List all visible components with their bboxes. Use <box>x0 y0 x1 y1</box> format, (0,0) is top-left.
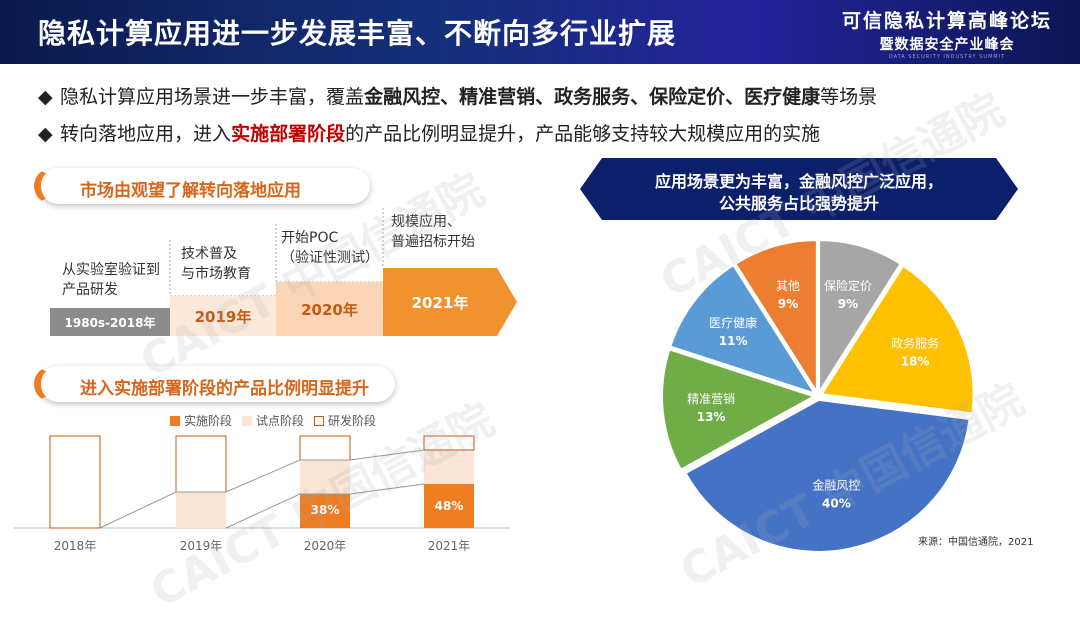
legend-label-pilot: 试点阶段 <box>256 414 305 428</box>
pie-slice-label: 金融风控 <box>812 477 860 492</box>
stage-1-desc-line2: 产品研发 <box>62 282 118 298</box>
bullet-1-prefix: 隐私计算应用场景进一步丰富，覆盖 <box>60 86 365 108</box>
bar-2020-label: 38% <box>311 503 340 517</box>
forum-name: 可信隐私计算高峰论坛 <box>841 10 1052 32</box>
bar-2019-research <box>175 435 227 493</box>
stage-4-desc: 规模应用、 普遍招标开始 <box>391 212 475 252</box>
pie-title-line1: 应用场景更为丰富，金融风控广泛应用， <box>654 172 943 191</box>
pie-slice-value: 18% <box>901 354 930 368</box>
pie-slice <box>669 263 818 396</box>
bar-2021-pilot <box>424 450 474 484</box>
year-label-2020: 2020年 <box>304 539 347 553</box>
stage-3-desc-line1: 开始POC <box>281 230 339 246</box>
year-label-2021: 2021年 <box>428 539 471 553</box>
banner-shape <box>580 158 1018 220</box>
source-note: 来源：中国信通院，2021 <box>918 537 1034 548</box>
pie-slice-value: 11% <box>719 334 748 348</box>
pie-slice-label: 精准营销 <box>687 392 735 406</box>
bar-legend: 实施阶段 试点阶段 研发阶段 <box>170 412 376 429</box>
diamond-bullet-icon: ◆ <box>38 86 53 108</box>
legend-label-research: 研发阶段 <box>328 414 377 428</box>
year-label-2019: 2019年 <box>180 539 223 553</box>
pie-title-banner: 应用场景更为丰富，金融风控广泛应用， 公共服务占比强势提升 <box>580 158 1018 220</box>
pilot-trend-line <box>99 449 425 529</box>
diamond-bullet-icon: ◆ <box>38 123 53 145</box>
section-2-title: 进入实施部署阶段的产品比例明显提升 <box>80 379 369 399</box>
stage-2-period: 2019年 <box>170 296 276 336</box>
stage-1-desc: 从实验室验证到 产品研发 <box>62 260 160 300</box>
section-1-header: 市场由观望了解转向落地应用 <box>34 168 370 204</box>
pie-slice-value: 13% <box>697 410 726 424</box>
legend-swatch-research <box>314 416 325 426</box>
bar-2019-pilot <box>176 492 226 528</box>
stage-4-desc-line1: 规模应用、 <box>391 214 461 230</box>
bullet-1-scenes: 金融风控、精准营销、政务服务、保险定价、医疗健康 <box>364 86 821 108</box>
pie-slice <box>734 239 818 396</box>
implement-trend-line <box>225 483 425 529</box>
pie-slice-value: 40% <box>822 496 851 510</box>
orange-arc-icon <box>34 168 68 204</box>
bullet-2-suffix: 的产品比例明显提升，产品能够支持较大规模应用的实施 <box>345 123 821 145</box>
bar-2021-implement <box>424 484 474 528</box>
legend-swatch-pilot <box>242 416 253 426</box>
legend-research: 研发阶段 <box>314 412 376 429</box>
pie-slice-value: 9% <box>838 297 858 311</box>
legend-pilot: 试点阶段 <box>242 412 304 429</box>
stage-1-period: 1980s-2018年 <box>50 308 170 336</box>
legend-implement: 实施阶段 <box>170 412 232 429</box>
section-1-title: 市场由观望了解转向落地应用 <box>80 181 301 201</box>
legend-swatch-implement <box>170 416 180 426</box>
bar-2021-research <box>423 435 475 451</box>
stage-3-desc-line2: （验证性测试） <box>281 250 379 266</box>
orange-arc-icon <box>34 366 68 402</box>
stage-3-period: 2020年 <box>276 282 383 336</box>
legend-label-implement: 实施阶段 <box>184 414 233 428</box>
pie-slice <box>818 239 902 396</box>
forum-logo: 可信隐私计算高峰论坛 暨数据安全产业峰会 DATA SECURITY INDUS… <box>842 6 1052 60</box>
stage-4-period: 2021年 <box>411 293 469 312</box>
pie-slice-label: 保险定价 <box>824 278 872 293</box>
bullet-1-suffix: 等场景 <box>820 86 878 108</box>
stage-4-desc-line2: 普遍招标开始 <box>391 234 475 250</box>
bar-2020-research <box>299 435 351 461</box>
section-2-header: 进入实施部署阶段的产品比例明显提升 <box>34 366 395 402</box>
pie-slice <box>819 264 975 415</box>
bar-2021-label: 48% <box>435 499 464 513</box>
pie-slice-label: 政务服务 <box>891 335 939 350</box>
stage-2-desc-line2: 与市场教育 <box>181 266 251 282</box>
year-label-2018: 2018年 <box>54 539 97 553</box>
bar-2020-implement <box>300 494 350 528</box>
stage-2-desc-line1: 技术普及 <box>181 246 237 262</box>
bullet-2-prefix: 转向落地应用，进入 <box>60 123 232 145</box>
forum-english: DATA SECURITY INDUSTRY SUMMIT <box>888 54 1006 60</box>
bar-2018-research <box>49 435 101 529</box>
forum-subname: 暨数据安全产业峰会 <box>879 37 1015 53</box>
stage-3-desc: 开始POC （验证性测试） <box>281 228 379 268</box>
page-title: 隐私计算应用进一步发展丰富、不断向多行业扩展 <box>38 17 677 50</box>
header-bar: 隐私计算应用进一步发展丰富、不断向多行业扩展 可信隐私计算高峰论坛 暨数据安全产… <box>0 0 1080 64</box>
pie-slice-label: 其他 <box>776 279 800 293</box>
stage-1-desc-line1: 从实验室验证到 <box>62 262 160 278</box>
pie-slice-label: 医疗健康 <box>709 315 757 330</box>
bullet-1: ◆ 隐私计算应用场景进一步丰富，覆盖金融风控、精准营销、政务服务、保险定价、医疗… <box>38 82 877 109</box>
pie-slice <box>661 348 817 471</box>
stage-2-desc: 技术普及 与市场教育 <box>181 244 251 284</box>
bullet-2: ◆ 转向落地应用，进入实施部署阶段的产品比例明显提升，产品能够支持较大规模应用的… <box>38 119 820 146</box>
pie-slice-value: 9% <box>778 297 798 311</box>
pie-slice <box>684 398 971 553</box>
bullet-2-highlight: 实施部署阶段 <box>231 123 346 145</box>
stage-4-arrow <box>383 268 517 336</box>
pie-title-line2: 公共服务占比强势提升 <box>718 194 879 213</box>
bar-2020-pilot <box>300 460 350 494</box>
